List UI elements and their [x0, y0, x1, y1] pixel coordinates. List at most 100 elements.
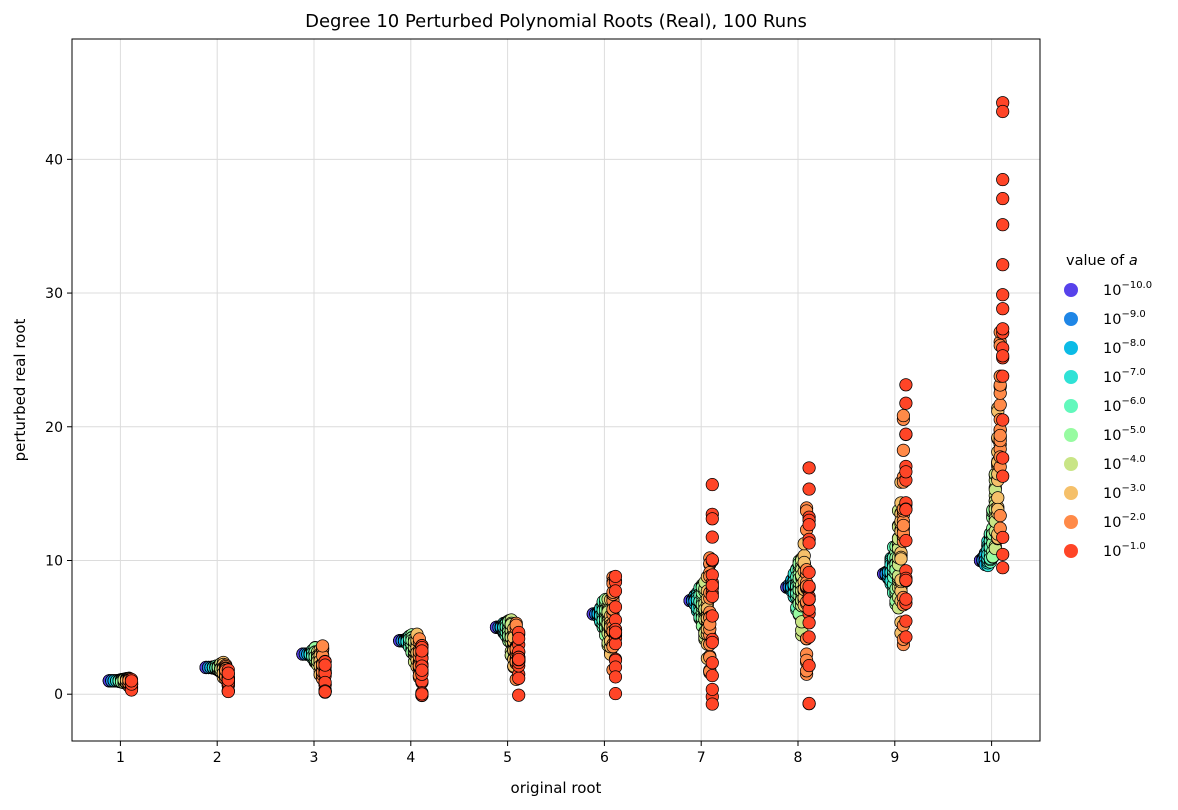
data-point [705, 553, 719, 567]
data-point [896, 443, 910, 457]
data-point [124, 674, 139, 688]
data-point [705, 478, 719, 492]
legend-marker [1064, 283, 1078, 297]
data-point [705, 656, 719, 670]
data-point [802, 565, 816, 579]
data-point [415, 663, 429, 677]
data-point [608, 584, 623, 598]
y-tick-label: 30 [45, 286, 63, 302]
data-point [996, 302, 1010, 316]
legend-marker [1064, 370, 1078, 384]
data-point [996, 322, 1010, 336]
legend-entries: 10−10.0 10−9.0 10−8.0 10−7.0 10−6.0 10−5.0 10−… [1064, 280, 1152, 560]
legend-label: 10−3.0 [1103, 483, 1146, 502]
data-point [705, 609, 719, 623]
data-point [899, 427, 913, 441]
data-point [512, 688, 526, 702]
legend-marker [1064, 457, 1078, 471]
legend-label: 10−9.0 [1103, 309, 1146, 328]
y-tick-label: 0 [54, 687, 63, 703]
data-point [415, 687, 429, 701]
data-point [316, 639, 330, 653]
x-tick-label: 7 [697, 750, 706, 766]
y-tick-label: 40 [45, 152, 63, 168]
legend-label: 10−5.0 [1103, 425, 1146, 444]
legend-label: 10−6.0 [1103, 396, 1146, 415]
data-point [996, 173, 1010, 187]
data-point [899, 534, 913, 548]
data-point [996, 288, 1010, 302]
legend-label: 10−7.0 [1103, 367, 1146, 386]
y-tick-label: 20 [45, 420, 63, 436]
legend-label: 10−4.0 [1103, 454, 1146, 473]
y-axis-label: perturbed real root [11, 318, 29, 461]
data-point [896, 518, 910, 532]
x-tick-label: 5 [503, 750, 512, 766]
data-point [705, 682, 719, 696]
data-point [896, 409, 910, 423]
legend-marker [1064, 544, 1078, 558]
x-tick-label: 9 [890, 750, 899, 766]
legend-marker [1064, 341, 1078, 355]
data-point [802, 579, 816, 593]
data-point [512, 671, 526, 685]
data-point [899, 396, 913, 410]
legend-label: 10−2.0 [1103, 512, 1146, 531]
legend-marker [1064, 428, 1078, 442]
data-point [996, 413, 1010, 427]
x-axis-label: original root [511, 779, 602, 797]
legend-label: 10−8.0 [1103, 338, 1146, 357]
data-point [608, 625, 623, 639]
data-point [899, 378, 913, 392]
data-point [802, 482, 816, 496]
data-point [996, 349, 1010, 363]
grid [72, 39, 1040, 741]
data-point [996, 369, 1010, 383]
x-tick-label: 6 [600, 750, 609, 766]
data-point [899, 573, 913, 587]
plot-area [71, 38, 1041, 742]
data-point [318, 658, 332, 672]
legend-label: 10−10.0 [1103, 280, 1152, 299]
data-point [802, 518, 816, 532]
data-point [996, 561, 1010, 575]
data-point [996, 469, 1010, 483]
legend-title: value of a [1066, 253, 1138, 269]
data-point [996, 218, 1010, 232]
legend-marker [1064, 312, 1078, 326]
x-tick-label: 8 [794, 750, 803, 766]
data-point [802, 616, 816, 630]
data-point [705, 697, 719, 711]
data-point [993, 398, 1007, 412]
data-point [996, 192, 1010, 206]
data-point [705, 530, 719, 544]
data-point [991, 491, 1005, 505]
data-point [899, 503, 913, 517]
data-point [802, 461, 816, 475]
legend-marker [1064, 515, 1078, 529]
legend-marker [1064, 399, 1078, 413]
data-point [608, 670, 623, 684]
data-point [899, 592, 913, 606]
data-point [996, 547, 1010, 561]
data-point [221, 684, 235, 699]
data-points [102, 96, 1010, 711]
data-point [802, 696, 816, 711]
data-point [318, 685, 332, 699]
legend: value of a 10−10.0 10−9.0 10−8.0 10−7.0 10−6… [1064, 253, 1152, 560]
data-point [512, 652, 526, 666]
data-point [705, 589, 719, 603]
legend-label: 10−1.0 [1103, 541, 1146, 560]
data-point [993, 509, 1007, 523]
data-point [802, 659, 816, 673]
x-tick-label: 1 [116, 750, 125, 766]
data-point [996, 451, 1010, 465]
data-point [415, 644, 429, 658]
data-point [705, 635, 719, 649]
x-tick-label: 3 [310, 750, 319, 766]
data-point [899, 630, 913, 644]
data-point [705, 512, 719, 526]
data-point [608, 569, 623, 583]
data-point [993, 428, 1007, 443]
